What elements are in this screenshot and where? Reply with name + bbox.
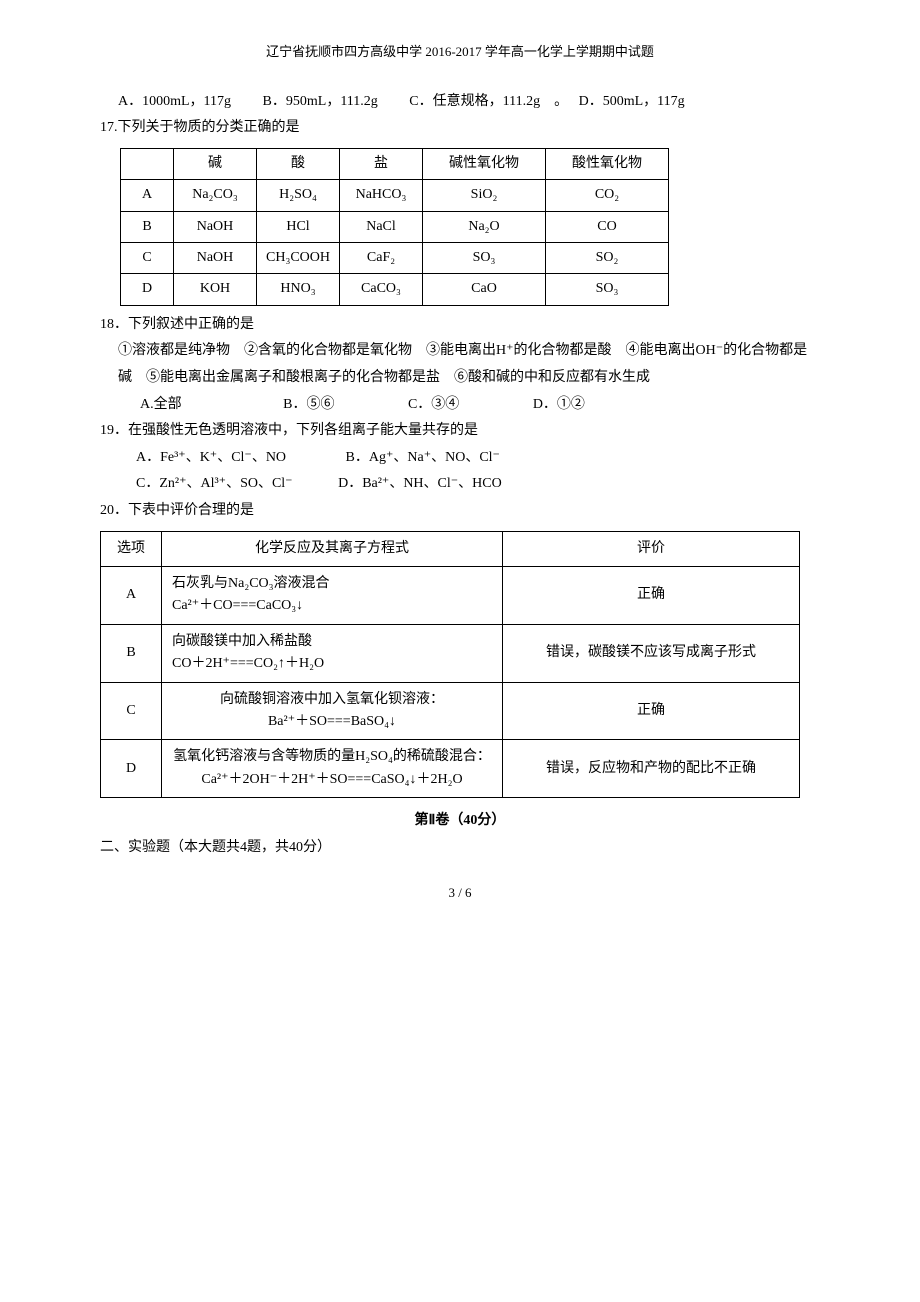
table-row: D 氢氧化钙溶液与含等物质的量H₂SO₄的稀硫酸混合：Ca²⁺＋2OH⁻＋2H⁺… xyxy=(101,740,800,798)
q18-c: C．③④ xyxy=(408,397,459,412)
cell: SO₃ xyxy=(546,274,669,305)
cell: 正确 xyxy=(503,566,800,624)
cell: NaOH xyxy=(174,211,257,242)
cell: 酸 xyxy=(257,148,340,179)
cell: 选项 xyxy=(101,531,162,566)
cell: B xyxy=(101,624,162,682)
q19-a: A．Fe³⁺、K⁺、Cl⁻、NO xyxy=(136,450,286,465)
cell: 向碳酸镁中加入稀盐酸CO＋2H⁺===CO₂↑＋H₂O xyxy=(162,624,503,682)
cell: 化学反应及其离子方程式 xyxy=(162,531,503,566)
classification-table: 碱 酸 盐 碱性氧化物 酸性氧化物 A Na₂CO₃ H₂SO₄ NaHCO₃ … xyxy=(120,148,669,306)
table-row: C 向硫酸铜溶液中加入氢氧化钡溶液：Ba²⁺＋SO===BaSO₄↓ 正确 xyxy=(101,682,800,740)
cell: SO₃ xyxy=(423,243,546,274)
table-row: D KOH HNO₃ CaCO₃ CaO SO₃ xyxy=(121,274,669,305)
q18-a: A.全部 xyxy=(140,397,182,412)
cell xyxy=(121,148,174,179)
cell: 碱性氧化物 xyxy=(423,148,546,179)
q18-body: ①溶液都是纯净物 ②含氧的化合物都是氧化物 ③能电离出H⁺的化合物都是酸 ④能电… xyxy=(100,338,820,391)
table-row: 碱 酸 盐 碱性氧化物 酸性氧化物 xyxy=(121,148,669,179)
cell: 错误，碳酸镁不应该写成离子形式 xyxy=(503,624,800,682)
q19-row1: A．Fe³⁺、K⁺、Cl⁻、NO B．Ag⁺、Na⁺、NO、Cl⁻ xyxy=(100,445,820,472)
cell: HNO₃ xyxy=(257,274,340,305)
cell: C xyxy=(121,243,174,274)
q17-stem: 17.下列关于物质的分类正确的是 xyxy=(100,115,820,142)
cell: 氢氧化钙溶液与含等物质的量H₂SO₄的稀硫酸混合：Ca²⁺＋2OH⁻＋2H⁺＋S… xyxy=(162,740,503,798)
cell: B xyxy=(121,211,174,242)
cell: 向硫酸铜溶液中加入氢氧化钡溶液：Ba²⁺＋SO===BaSO₄↓ xyxy=(162,682,503,740)
q20-stem: 20．下表中评价合理的是 xyxy=(100,498,820,525)
evaluation-table: 选项 化学反应及其离子方程式 评价 A 石灰乳与Na₂CO₃溶液混合Ca²⁺＋C… xyxy=(100,531,800,799)
cell: 酸性氧化物 xyxy=(546,148,669,179)
cell: CaO xyxy=(423,274,546,305)
cell: C xyxy=(101,682,162,740)
cell: Na₂O xyxy=(423,211,546,242)
page-header: 辽宁省抚顺市四方高级中学 2016-2017 学年高一化学上学期期中试题 xyxy=(100,40,820,65)
table-row: A 石灰乳与Na₂CO₃溶液混合Ca²⁺＋CO===CaCO₃↓ 正确 xyxy=(101,566,800,624)
q19-row2: C．Zn²⁺、Al³⁺、SO、Cl⁻ D．Ba²⁺、NH、Cl⁻、HCO xyxy=(100,471,820,498)
cell: SiO₂ xyxy=(423,180,546,211)
section-title: 第Ⅱ卷（40分） xyxy=(100,808,820,835)
q19-d: D．Ba²⁺、NH、Cl⁻、HCO xyxy=(338,476,502,491)
cell: KOH xyxy=(174,274,257,305)
cell: NaOH xyxy=(174,243,257,274)
q19-stem: 19．在强酸性无色透明溶液中，下列各组离子能大量共存的是 xyxy=(100,418,820,445)
q19-b: B．Ag⁺、Na⁺、NO、Cl⁻ xyxy=(346,450,500,465)
cell: A xyxy=(121,180,174,211)
cell: CaF₂ xyxy=(340,243,423,274)
cell: 评价 xyxy=(503,531,800,566)
cell: Na₂CO₃ xyxy=(174,180,257,211)
q18-stem: 18．下列叙述中正确的是 xyxy=(100,312,820,339)
q16-a: A．1000mL，117g xyxy=(118,94,231,109)
table-row: B 向碳酸镁中加入稀盐酸CO＋2H⁺===CO₂↑＋H₂O 错误，碳酸镁不应该写… xyxy=(101,624,800,682)
table-row: A Na₂CO₃ H₂SO₄ NaHCO₃ SiO₂ CO₂ xyxy=(121,180,669,211)
q16-choices: A．1000mL，117g B．950mL，111.2g C．任意规格，111.… xyxy=(100,89,820,116)
cell: 碱 xyxy=(174,148,257,179)
cell: CaCO₃ xyxy=(340,274,423,305)
table-row: B NaOH HCl NaCl Na₂O CO xyxy=(121,211,669,242)
q16-b: B．950mL，111.2g xyxy=(263,94,378,109)
q18-d: D．①② xyxy=(533,397,585,412)
cell: NaCl xyxy=(340,211,423,242)
q16-c: C．任意规格，111.2g xyxy=(409,94,540,109)
q18-b: B．⑤⑥ xyxy=(283,397,334,412)
cell: D xyxy=(101,740,162,798)
cell: CO₂ xyxy=(546,180,669,211)
cell: 错误，反应物和产物的配比不正确 xyxy=(503,740,800,798)
cell: CH₃COOH xyxy=(257,243,340,274)
q16-d: D．500mL，117g xyxy=(579,94,685,109)
cell: H₂SO₄ xyxy=(257,180,340,211)
section-sub: 二、实验题（本大题共4题，共40分） xyxy=(100,835,820,862)
table-row: C NaOH CH₃COOH CaF₂ SO₃ SO₂ xyxy=(121,243,669,274)
cell: 盐 xyxy=(340,148,423,179)
cell: A xyxy=(101,566,162,624)
page-number: 3 / 6 xyxy=(100,881,820,906)
cell: NaHCO₃ xyxy=(340,180,423,211)
cell: SO₂ xyxy=(546,243,669,274)
table-row: 选项 化学反应及其离子方程式 评价 xyxy=(101,531,800,566)
cell: HCl xyxy=(257,211,340,242)
cell: 正确 xyxy=(503,682,800,740)
cell: 石灰乳与Na₂CO₃溶液混合Ca²⁺＋CO===CaCO₃↓ xyxy=(162,566,503,624)
cell: D xyxy=(121,274,174,305)
q18-choices: A.全部 B．⑤⑥ C．③④ D．①② xyxy=(100,392,820,419)
cell: CO xyxy=(546,211,669,242)
q19-c: C．Zn²⁺、Al³⁺、SO、Cl⁻ xyxy=(136,476,293,491)
